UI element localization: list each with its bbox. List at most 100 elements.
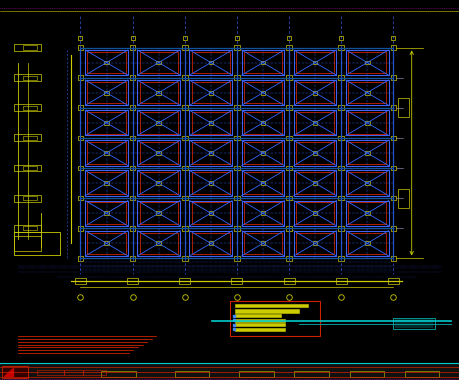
Bar <box>364 91 369 95</box>
Bar <box>23 136 37 140</box>
Bar <box>285 136 291 140</box>
Bar <box>241 231 284 256</box>
Bar <box>137 140 179 166</box>
Bar <box>174 371 209 377</box>
Bar <box>37 370 64 375</box>
Bar <box>87 233 125 254</box>
Bar <box>104 91 109 95</box>
Bar <box>85 140 128 166</box>
Bar <box>14 165 41 171</box>
Bar <box>129 45 135 50</box>
Bar <box>234 323 285 326</box>
Bar <box>140 203 177 224</box>
Bar <box>345 140 388 166</box>
Bar <box>156 151 161 155</box>
Bar <box>231 278 242 284</box>
Bar <box>338 75 343 80</box>
Bar <box>234 106 239 110</box>
Bar <box>260 61 265 65</box>
Bar <box>104 61 109 65</box>
Bar <box>338 196 343 200</box>
Bar <box>64 370 83 375</box>
Bar <box>14 232 60 255</box>
Bar <box>140 82 177 103</box>
Bar <box>191 82 230 103</box>
Bar <box>191 203 230 224</box>
Bar <box>14 195 41 201</box>
Bar <box>338 226 343 231</box>
Bar <box>312 91 317 95</box>
Bar <box>129 196 135 200</box>
Bar <box>312 211 317 215</box>
Bar <box>182 106 187 110</box>
Bar <box>347 142 386 164</box>
Bar <box>390 136 395 140</box>
Bar <box>87 112 125 134</box>
Bar <box>78 256 83 261</box>
Bar <box>347 52 386 73</box>
Bar <box>182 45 187 50</box>
Bar <box>23 46 37 49</box>
Bar <box>239 371 273 377</box>
Bar <box>364 121 369 125</box>
Bar <box>127 278 138 284</box>
Bar <box>293 50 336 75</box>
Bar <box>75 278 86 284</box>
Bar <box>312 121 317 125</box>
Bar <box>364 61 369 65</box>
Bar <box>285 75 291 80</box>
Bar <box>338 256 343 261</box>
Bar <box>189 110 232 136</box>
Bar <box>85 170 128 196</box>
Bar <box>87 203 125 224</box>
Bar <box>345 170 388 196</box>
Bar <box>296 172 333 194</box>
Bar <box>312 61 317 65</box>
Bar <box>182 226 187 231</box>
Bar <box>364 181 369 185</box>
Bar <box>208 151 213 155</box>
Bar <box>78 106 83 110</box>
Bar <box>85 50 128 75</box>
Bar <box>345 201 388 226</box>
Bar <box>312 241 317 245</box>
Bar <box>23 76 37 80</box>
Bar <box>78 166 83 170</box>
Bar <box>243 203 281 224</box>
Bar <box>14 135 41 141</box>
Bar <box>14 105 41 111</box>
Bar <box>296 52 333 73</box>
Bar <box>243 52 281 73</box>
Bar <box>345 231 388 256</box>
Bar <box>87 142 125 164</box>
Bar <box>137 110 179 136</box>
Bar <box>156 91 161 95</box>
Bar <box>397 188 409 207</box>
Bar <box>241 170 284 196</box>
Bar <box>293 170 336 196</box>
Bar <box>285 196 291 200</box>
Bar <box>0 364 459 380</box>
Polygon shape <box>4 368 13 376</box>
Bar <box>156 211 161 215</box>
Bar <box>14 74 41 81</box>
Bar <box>390 106 395 110</box>
Bar <box>208 121 213 125</box>
Bar <box>182 196 187 200</box>
Bar <box>23 196 37 200</box>
Bar <box>294 371 328 377</box>
Bar <box>345 80 388 105</box>
Bar <box>208 211 213 215</box>
Bar <box>87 52 125 73</box>
Bar <box>347 233 386 254</box>
Bar <box>129 75 135 80</box>
Bar <box>296 82 333 103</box>
Bar <box>338 106 343 110</box>
Bar <box>285 45 291 50</box>
Bar <box>85 110 128 136</box>
Bar <box>156 121 161 125</box>
Bar <box>260 181 265 185</box>
Bar <box>234 136 239 140</box>
Bar <box>364 241 369 245</box>
Bar <box>243 142 281 164</box>
